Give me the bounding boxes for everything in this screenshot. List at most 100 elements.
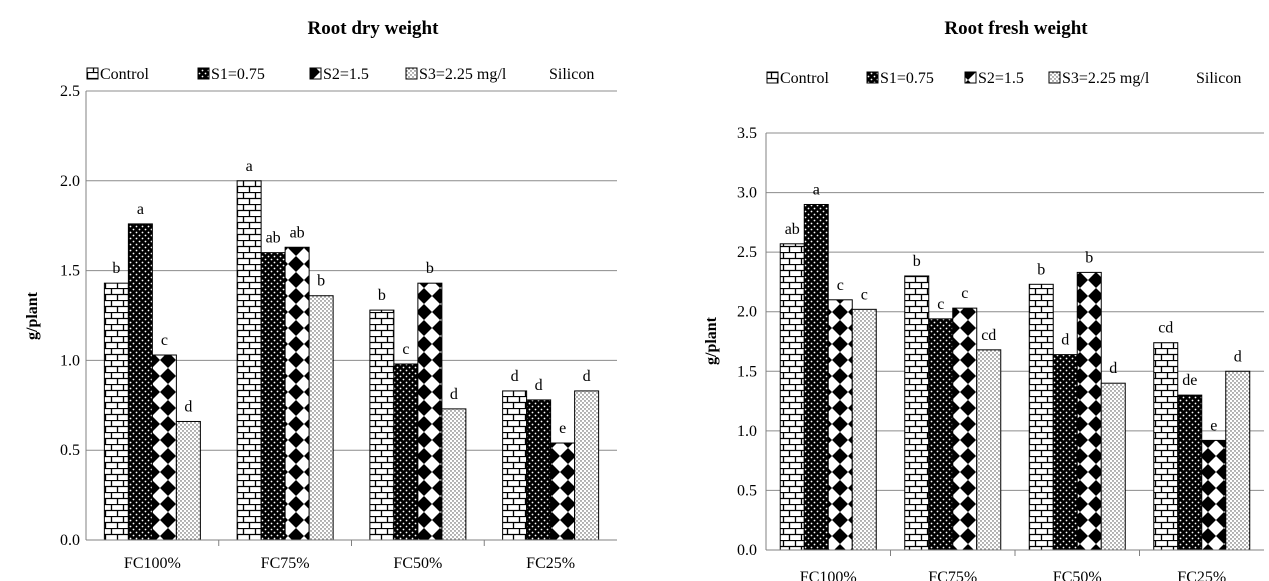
bar-brick	[904, 275, 930, 551]
significance-letter: b	[913, 253, 921, 270]
significance-letter: e	[559, 420, 566, 437]
legend-item-s1: S1=0.75	[197, 66, 265, 83]
y-tick-label: 0.0	[60, 532, 80, 549]
significance-letter: b	[317, 273, 325, 290]
bar-brick	[1153, 342, 1179, 551]
significance-letter: c	[837, 277, 844, 294]
significance-letter: d	[1109, 360, 1117, 377]
x-tick-label: FC50%	[393, 555, 442, 572]
bar-dots	[260, 252, 286, 541]
legend-label-s3: S3=2.25 mg/l	[419, 66, 507, 83]
bar-fine	[441, 408, 467, 541]
bar-diamond	[1201, 439, 1227, 551]
significance-letter: ab	[785, 221, 800, 238]
legend-label-s3: S3=2.25 mg/l	[1062, 70, 1150, 87]
x-tick-label: FC25%	[1177, 569, 1226, 581]
significance-letter: a	[813, 181, 820, 198]
legend-item-control: Control	[766, 70, 829, 87]
y-tick-label: 1.5	[60, 263, 80, 280]
legend-item-s3: S3=2.25 mg/l Silicon	[1048, 70, 1241, 87]
bar-brick	[236, 180, 262, 541]
legend-swatch-s3	[1048, 71, 1061, 84]
x-tick-label: FC25%	[526, 555, 575, 572]
y-tick-label: 0.5	[60, 442, 80, 459]
x-tick-label: FC75%	[261, 555, 310, 572]
y-axis-label: g/plant	[24, 291, 41, 340]
bar-brick	[369, 309, 395, 541]
legend-swatch-s2	[964, 71, 977, 84]
bar-dots	[1052, 354, 1078, 551]
chart-title: Root fresh weight	[944, 18, 1088, 39]
chart-title: Root dry weight	[308, 18, 440, 39]
legend-label-s1: S1=0.75	[211, 66, 265, 83]
bar-dots	[928, 318, 954, 551]
y-axis-label: g/plant	[703, 316, 720, 365]
x-tick-label: FC100%	[124, 555, 181, 572]
legend-swatch-control	[86, 67, 99, 80]
legend-suffix: Silicon	[549, 66, 594, 83]
x-tick-label: FC75%	[928, 569, 977, 581]
significance-letter: b	[1085, 249, 1093, 266]
legend-swatch-s1	[197, 67, 210, 80]
y-tick-label: 3.5	[737, 125, 757, 142]
bar-brick	[779, 243, 805, 551]
bar-brick	[103, 282, 129, 541]
legend: Control S1=0.75 S2=1.5 S3=2.25 mg/l Sili…	[86, 66, 594, 83]
legend-item-control: Control	[86, 66, 149, 83]
x-tick-label: FC100%	[800, 569, 857, 581]
significance-letter: a	[137, 201, 144, 218]
bar-dots	[803, 203, 829, 551]
bar-diamond	[952, 307, 978, 551]
significance-letter: b	[426, 260, 434, 277]
bar-dots	[127, 223, 153, 541]
significance-letter: d	[583, 368, 591, 385]
y-axis-ticks: 0.0 0.5 1.0 1.5 2.0 2.5 3.0 3.5	[737, 125, 757, 559]
y-tick-label: 2.5	[737, 244, 757, 261]
legend-label-s1: S1=0.75	[880, 70, 934, 87]
significance-letter: c	[402, 341, 409, 358]
bar-dots	[1177, 394, 1203, 551]
significance-letter: c	[861, 286, 868, 303]
significance-letter: a	[246, 158, 253, 175]
y-axis-ticks: 0.0 0.5 1.0 1.5 2.0 2.5	[60, 83, 80, 549]
legend-item-s2: S2=1.5	[964, 70, 1024, 87]
significance-letter: d	[1061, 332, 1069, 349]
significance-letter: b	[378, 287, 386, 304]
bar-diamond	[550, 442, 576, 541]
legend-label-s2: S2=1.5	[323, 66, 369, 83]
x-axis-ticks: FC100% FC75% FC50% FC25%	[124, 540, 575, 572]
y-tick-label: 1.0	[60, 352, 80, 369]
significance-letter: b	[112, 260, 120, 277]
bar-diamond	[284, 246, 310, 541]
legend-swatch-control	[766, 71, 779, 84]
significance-letter: d	[184, 398, 192, 415]
bar-diamond	[151, 354, 177, 541]
bar-fine	[308, 295, 334, 541]
significance-letter: c	[161, 332, 168, 349]
bar-brick	[502, 390, 528, 541]
y-tick-label: 2.5	[60, 83, 80, 100]
bar-fine	[1225, 370, 1251, 551]
significance-letter: ab	[290, 224, 305, 241]
legend: Control S1=0.75 S2=1.5 S3=2.25 mg/l Sili…	[766, 70, 1241, 87]
significance-letter: c	[961, 285, 968, 302]
x-axis-ticks: FC100% FC75% FC50% FC25%	[800, 550, 1226, 581]
y-tick-label: 2.0	[60, 173, 80, 190]
bars	[103, 180, 600, 541]
legend-label-control: Control	[100, 66, 149, 83]
bar-fine	[976, 349, 1002, 551]
chart-root-fresh-weight: Root fresh weight Control S1=0.75 S2=1.5…	[703, 18, 1264, 581]
bar-brick	[1028, 283, 1054, 551]
chart-root-dry-weight: Root dry weight Control S1=0.75 S2=1.5 S…	[24, 18, 617, 572]
legend-item-s2: S2=1.5	[309, 66, 369, 83]
legend-item-s1: S1=0.75	[866, 70, 934, 87]
legend-swatch-s2	[309, 67, 322, 80]
x-tick-label: FC50%	[1053, 569, 1102, 581]
y-tick-label: 2.0	[737, 304, 757, 321]
bar-fine	[574, 390, 600, 541]
significance-letter: ab	[266, 230, 281, 247]
significance-letter: cd	[981, 327, 996, 344]
